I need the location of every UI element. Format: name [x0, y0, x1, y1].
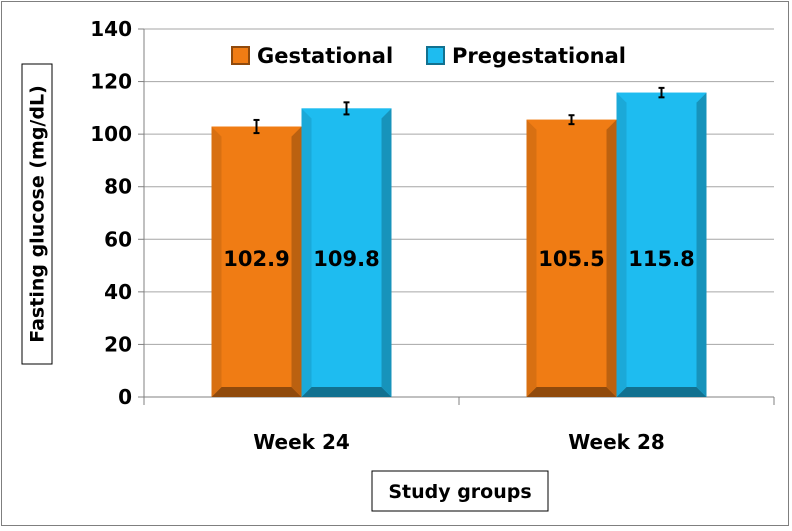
bars [211, 86, 707, 398]
data-label: 105.5 [538, 247, 604, 271]
y-tick-label: 120 [90, 70, 132, 94]
legend-label: Pregestational [452, 44, 626, 68]
bar [211, 118, 302, 398]
legend-label: Gestational [257, 44, 393, 68]
bar-bevel-bottom [616, 387, 707, 397]
bar [526, 114, 617, 397]
data-label: 102.9 [223, 247, 289, 271]
y-tick-label: 100 [90, 122, 132, 146]
x-tick-label: Week 24 [253, 430, 350, 454]
bar-bevel-left [211, 126, 222, 398]
bar-bevel-left [526, 119, 537, 397]
y-tick-label: 0 [118, 385, 132, 409]
x-tick-label: Week 28 [568, 430, 665, 454]
y-axis-label: Fasting glucose (mg/dL) [27, 85, 49, 343]
x-axis-title: Study groups [371, 470, 549, 512]
bar-face [301, 108, 392, 397]
y-tick-label: 20 [104, 332, 132, 356]
y-axis-title: Fasting glucose (mg/dL) [21, 63, 53, 365]
data-labels: 102.9 109.8 105.5 115.8 [223, 247, 694, 271]
y-tick-label: 80 [104, 175, 132, 199]
y-tick-label: 60 [104, 227, 132, 251]
y-tick-label: 40 [104, 280, 132, 304]
bar-bevel-left [301, 108, 312, 397]
y-tick-label: 140 [90, 17, 132, 41]
bar [616, 86, 707, 398]
bar-bevel-right [606, 119, 617, 397]
bar [301, 101, 392, 397]
legend: Gestational Pregestational [231, 44, 626, 68]
data-label: 115.8 [628, 247, 694, 271]
bar-face [211, 126, 302, 398]
legend-swatch [426, 46, 445, 65]
bar-bevel-right [381, 108, 392, 397]
x-axis-label: Study groups [388, 481, 531, 503]
bar-bevel-bottom [301, 387, 392, 397]
bar-bevel-right [291, 126, 302, 398]
bar-bevel-bottom [526, 387, 617, 397]
bar-face [616, 92, 707, 398]
bar-face [526, 119, 617, 397]
bar-bevel-right [696, 92, 707, 398]
legend-swatch [231, 46, 250, 65]
bar-bevel-bottom [211, 387, 302, 397]
data-label: 109.8 [313, 247, 379, 271]
bar-bevel-left [616, 92, 627, 398]
